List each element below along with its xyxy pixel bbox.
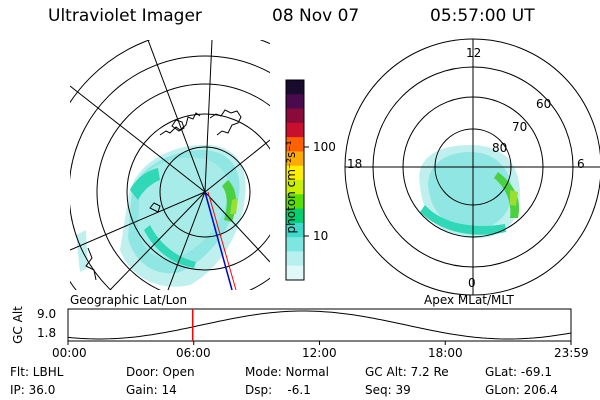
glat-info: GLat: -69.1 bbox=[485, 365, 552, 379]
altitude-curve bbox=[67, 310, 572, 340]
altitude-min-label: 1.8 bbox=[37, 326, 57, 340]
time-tick-0000: 00:00 bbox=[52, 346, 87, 360]
mode-info: Mode: Normal bbox=[245, 365, 329, 379]
coastlines bbox=[85, 109, 242, 281]
aurora-emission-geo bbox=[76, 144, 246, 287]
seq-info: Seq: 39 bbox=[365, 383, 411, 397]
colorbar-unit-label: photon cm⁻²s⁻¹ bbox=[284, 140, 298, 234]
colorbar-band bbox=[286, 194, 304, 210]
mlt-label-0: 0 bbox=[468, 276, 476, 290]
colorbar-label-100: 100 bbox=[313, 140, 336, 154]
mlat-label-70: 70 bbox=[512, 120, 528, 134]
colorbar-band bbox=[286, 237, 304, 252]
altitude-axis-label: GC Alt bbox=[11, 306, 25, 344]
altitude-plot bbox=[67, 308, 572, 345]
gain-info: Gain: 14 bbox=[126, 383, 177, 397]
time-tick-2359: 23:59 bbox=[554, 346, 589, 360]
colorbar-band bbox=[286, 122, 304, 138]
colorbar-band bbox=[286, 180, 304, 195]
instrument-title: Ultraviolet Imager bbox=[48, 6, 202, 26]
colorbar-label-10: 10 bbox=[313, 229, 329, 243]
colorbar-band bbox=[286, 208, 304, 224]
altitude-max-label: 9.0 bbox=[37, 307, 57, 321]
latitude-lines bbox=[70, 40, 270, 290]
gc-alt-info: GC Alt: 7.2 Re bbox=[365, 365, 449, 379]
mlt-label-18: 18 bbox=[347, 157, 363, 171]
apex-polar-plot bbox=[344, 38, 600, 296]
dsp-info: Dsp: -6.1 bbox=[245, 383, 311, 397]
mlt-label-6: 6 bbox=[577, 157, 585, 171]
colorbar-band bbox=[286, 165, 304, 181]
colorbar-band bbox=[286, 265, 304, 281]
colorbar-frame bbox=[285, 79, 305, 281]
satellite-track bbox=[204, 191, 233, 290]
colorbar-band bbox=[286, 94, 304, 110]
time-tick-1200: 12:00 bbox=[302, 346, 337, 360]
colorbar-band bbox=[286, 222, 304, 238]
colorbar-band bbox=[286, 151, 304, 167]
mlat-label-60: 60 bbox=[536, 97, 552, 111]
mlat-label-80: 80 bbox=[492, 141, 508, 155]
glon-info: GLon: 206.4 bbox=[485, 383, 558, 397]
time-tick-0600: 06:00 bbox=[176, 346, 211, 360]
colorbar-band bbox=[286, 80, 304, 95]
apex-map-label: Apex MLat/MLT bbox=[424, 293, 514, 307]
aurora-emission-apex bbox=[419, 145, 520, 239]
mlt-label-12: 12 bbox=[466, 46, 482, 60]
date-label: 08 Nov 07 bbox=[272, 6, 360, 26]
ip-info: IP: 36.0 bbox=[10, 383, 56, 397]
colorbar-band bbox=[286, 251, 304, 267]
colorbar-band bbox=[286, 137, 304, 152]
longitude-lines bbox=[70, 40, 270, 290]
filter-info: Flt: LBHL bbox=[10, 365, 64, 379]
geographic-map-label: Geographic Lat/Lon bbox=[70, 293, 188, 307]
door-info: Door: Open bbox=[126, 365, 195, 379]
time-tick-1800: 18:00 bbox=[428, 346, 463, 360]
time-label: 05:57:00 UT bbox=[430, 6, 535, 26]
colorbar-band bbox=[286, 108, 304, 124]
satellite-track-marker bbox=[207, 191, 237, 290]
altitude-plot-ticks bbox=[67, 341, 572, 345]
colorbar bbox=[286, 80, 304, 281]
geographic-map bbox=[70, 40, 270, 290]
